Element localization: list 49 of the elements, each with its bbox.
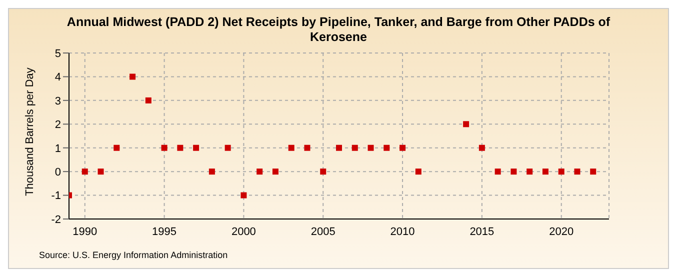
point (320, 168, 326, 175)
point (478, 144, 485, 151)
point (542, 168, 548, 175)
point (145, 97, 152, 104)
x-tick-label: 2000 (231, 226, 256, 238)
y-tick-label: -1 (51, 190, 61, 202)
x-tick-label: 2020 (549, 226, 574, 238)
point (256, 168, 263, 175)
y-axis-title: Thousand Barrels per Day (24, 67, 36, 196)
point (590, 168, 596, 175)
point (336, 144, 342, 151)
source-note: Source: U.S. Energy Information Administration (39, 250, 228, 260)
y-tick-label: 1 (54, 142, 61, 155)
point (98, 168, 104, 175)
point (82, 168, 88, 175)
chart-title: Annual Midwest (PADD 2) Net Receipts by Pipeline, Tanker, and Barge from Other PADDs of Kerosene (66, 14, 612, 45)
y-tick-label: 4 (54, 72, 61, 84)
point (384, 144, 390, 151)
y-tick-label: 3 (54, 95, 61, 108)
point (161, 144, 168, 151)
point (574, 168, 580, 175)
y-tick-label: 5 (54, 48, 61, 60)
point (208, 168, 215, 175)
point (272, 168, 278, 175)
x-tick-label: 1990 (72, 226, 98, 238)
x-tick-label: 2010 (390, 226, 415, 238)
point (224, 144, 231, 151)
x-tick-label: 2015 (470, 226, 494, 238)
point (240, 192, 247, 198)
y-tick-label: 2 (54, 119, 61, 132)
y-tick-label: -2 (51, 214, 61, 226)
point (526, 168, 533, 175)
point (510, 168, 517, 175)
point (368, 144, 374, 151)
point (400, 144, 406, 151)
point (463, 121, 470, 128)
point (304, 144, 310, 151)
x-tick-label: 1995 (152, 226, 177, 238)
y-tick-label: 0 (54, 166, 61, 178)
point (494, 168, 501, 175)
point (415, 168, 422, 175)
x-tick-label: 2005 (310, 226, 336, 238)
point (177, 144, 184, 151)
point (558, 168, 564, 175)
point (114, 144, 120, 151)
point (193, 144, 200, 151)
point (130, 74, 136, 80)
point (288, 144, 294, 151)
point (352, 144, 358, 151)
